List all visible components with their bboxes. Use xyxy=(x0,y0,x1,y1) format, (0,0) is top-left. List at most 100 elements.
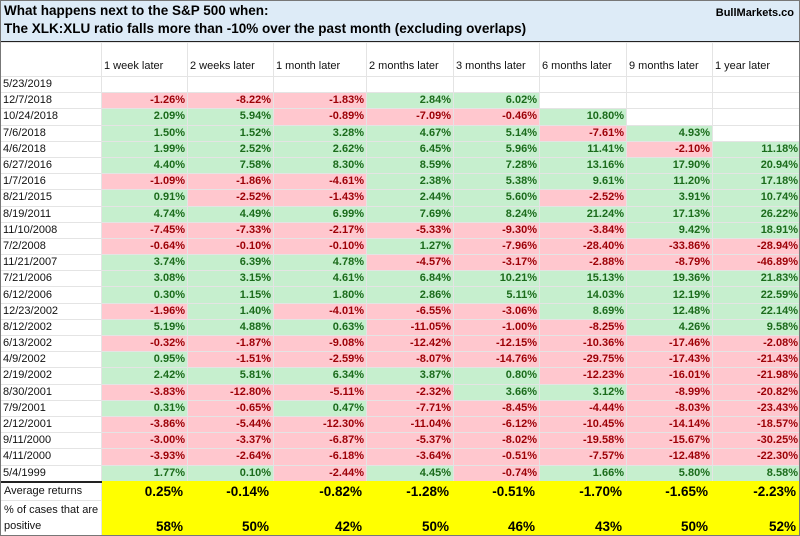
return-cell: -6.87% xyxy=(273,432,367,450)
header-corner xyxy=(0,42,102,77)
row-date: 7/2/2008 xyxy=(0,237,102,256)
return-cell: 12.48% xyxy=(626,302,713,320)
return-cell: -0.32% xyxy=(101,334,188,353)
row-date: 8/19/2011 xyxy=(0,205,102,223)
return-cell: 22.59% xyxy=(712,286,800,304)
return-cell xyxy=(626,92,713,110)
return-cell: -5.11% xyxy=(273,383,367,401)
return-cell: 8.30% xyxy=(273,156,367,175)
row-date: 7/9/2001 xyxy=(0,399,102,417)
row-date: 4/6/2018 xyxy=(0,140,102,158)
return-cell: -17.43% xyxy=(626,351,713,369)
return-cell: -7.09% xyxy=(366,108,454,126)
title-banner: What happens next to the S&P 500 when: T… xyxy=(0,0,800,43)
return-cell: 4.49% xyxy=(187,205,274,223)
return-cell: 1.52% xyxy=(187,124,274,142)
column-header: 2 weeks later xyxy=(187,42,274,77)
return-cell: 2.52% xyxy=(187,140,274,158)
return-cell: -18.57% xyxy=(712,415,800,434)
table-row: 10/24/2018 2.09% 5.94% -0.89% -7.09% -0.46% 10… xyxy=(0,108,800,126)
return-cell: -3.17% xyxy=(453,254,540,272)
return-cell: -46.89% xyxy=(712,254,800,272)
return-cell: -1.96% xyxy=(101,302,188,320)
return-cell: 3.12% xyxy=(539,383,627,401)
return-cell xyxy=(187,75,274,94)
return-cell: -7.57% xyxy=(539,448,627,466)
return-cell xyxy=(366,75,454,94)
return-cell: -12.48% xyxy=(626,448,713,466)
title-line-1: What happens next to the S&P 500 when: xyxy=(4,3,269,18)
return-cell: -12.23% xyxy=(539,367,627,385)
return-cell: -3.84% xyxy=(539,221,627,239)
return-cell: -20.82% xyxy=(712,383,800,401)
return-cell: 5.81% xyxy=(187,367,274,385)
return-cell: -15.67% xyxy=(626,432,713,450)
return-cell: 0.31% xyxy=(101,399,188,417)
return-cell: -14.14% xyxy=(626,415,713,434)
return-cell: -8.99% xyxy=(626,383,713,401)
return-cell: -7.45% xyxy=(101,221,188,239)
return-cell: 10.21% xyxy=(453,270,540,288)
return-cell: -2.64% xyxy=(187,448,274,466)
percent-positive-value: 50% xyxy=(187,499,274,536)
return-cell: 3.87% xyxy=(366,367,454,385)
return-cell: -0.46% xyxy=(453,108,540,126)
return-cell: 9.42% xyxy=(626,221,713,239)
row-date: 11/21/2007 xyxy=(0,254,102,272)
return-cell: 5.11% xyxy=(453,286,540,304)
return-cell: 21.83% xyxy=(712,270,800,288)
return-cell: -21.98% xyxy=(712,367,800,385)
return-cell: 1.15% xyxy=(187,286,274,304)
return-cell: -1.26% xyxy=(101,92,188,110)
row-date: 8/30/2001 xyxy=(0,383,102,401)
return-cell: -1.09% xyxy=(101,173,188,191)
return-cell: -7.96% xyxy=(453,237,540,256)
column-header: 1 month later xyxy=(273,42,367,77)
row-date: 6/13/2002 xyxy=(0,334,102,353)
table-row: 9/11/2000 -3.00% -3.37% -6.87% -5.37% -8.02% -… xyxy=(0,432,800,450)
return-cell: 2.86% xyxy=(366,286,454,304)
return-cell: -23.43% xyxy=(712,399,800,417)
row-date: 12/23/2002 xyxy=(0,302,102,320)
return-cell: 0.30% xyxy=(101,286,188,304)
return-cell: -3.00% xyxy=(101,432,188,450)
return-cell: -33.86% xyxy=(626,237,713,256)
return-cell: 6.84% xyxy=(366,270,454,288)
return-cell: 1.27% xyxy=(366,237,454,256)
return-cell: 4.78% xyxy=(273,254,367,272)
return-cell: -8.79% xyxy=(626,254,713,272)
average-return-value: -0.51% xyxy=(453,480,540,501)
return-cell: 4.88% xyxy=(187,318,274,337)
return-cell: -4.57% xyxy=(366,254,454,272)
table-row: 7/6/2018 1.50% 1.52% 3.28% 4.67% 5.14% -7.61% 4… xyxy=(0,124,800,142)
return-cell: 15.13% xyxy=(539,270,627,288)
table-row: 4/11/2000 -3.93% -2.64% -6.18% -3.64% -0.51% -… xyxy=(0,448,800,466)
return-cell: 2.44% xyxy=(366,189,454,207)
return-cell: 8.58% xyxy=(712,464,800,483)
percent-positive-value: 50% xyxy=(626,499,713,536)
row-date: 12/7/2018 xyxy=(0,92,102,110)
return-cell: -10.36% xyxy=(539,334,627,353)
return-cell: 9.61% xyxy=(539,173,627,191)
return-cell: -2.17% xyxy=(273,221,367,239)
average-returns-label: Average returns xyxy=(0,480,102,501)
return-cell: 4.40% xyxy=(101,156,188,175)
return-cell: 19.36% xyxy=(626,270,713,288)
return-cell: 7.69% xyxy=(366,205,454,223)
return-cell: 5.19% xyxy=(101,318,188,337)
return-cell: -19.58% xyxy=(539,432,627,450)
return-cell xyxy=(539,75,627,94)
return-cell: 0.95% xyxy=(101,351,188,369)
return-cell: -3.06% xyxy=(453,302,540,320)
return-cell: 1.77% xyxy=(101,464,188,483)
return-cell: 0.63% xyxy=(273,318,367,337)
table-row: 4/6/2018 1.99% 2.52% 2.62% 6.45% 5.96% 11.41% -… xyxy=(0,140,800,158)
row-date: 10/24/2018 xyxy=(0,108,102,126)
table-row: 6/12/2006 0.30% 1.15% 1.80% 2.86% 5.11% 14.03%… xyxy=(0,286,800,304)
return-cell: 5.38% xyxy=(453,173,540,191)
return-cell xyxy=(453,75,540,94)
return-cell: -1.86% xyxy=(187,173,274,191)
return-cell: 1.99% xyxy=(101,140,188,158)
return-cell: 14.03% xyxy=(539,286,627,304)
return-cell: -11.04% xyxy=(366,415,454,434)
